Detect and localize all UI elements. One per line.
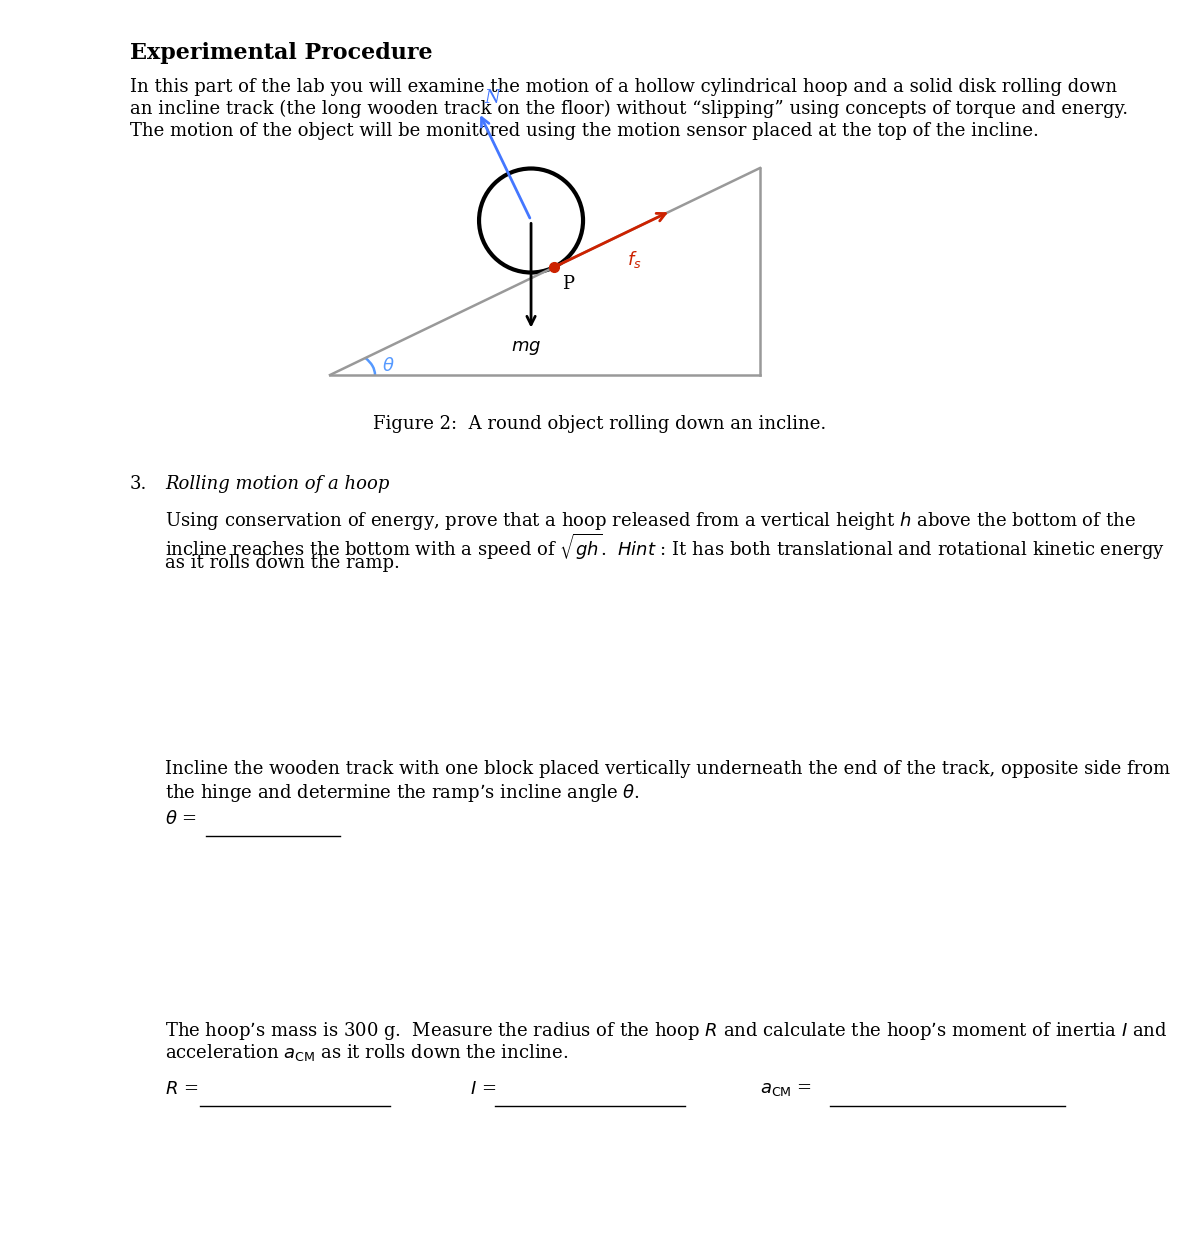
Text: Rolling motion of a hoop: Rolling motion of a hoop	[166, 475, 389, 493]
Text: the hinge and determine the ramp’s incline angle $\theta$.: the hinge and determine the ramp’s incli…	[166, 782, 640, 804]
Text: $mg$: $mg$	[511, 339, 541, 356]
Text: Using conservation of energy, prove that a hoop released from a vertical height : Using conservation of energy, prove that…	[166, 510, 1135, 531]
Text: 3.: 3.	[130, 475, 148, 493]
Text: acceleration $a_{\mathrm{CM}}$ as it rolls down the incline.: acceleration $a_{\mathrm{CM}}$ as it rol…	[166, 1042, 569, 1063]
Text: P: P	[562, 275, 574, 293]
Text: $\theta$ =: $\theta$ =	[166, 810, 197, 829]
Text: Experimental Procedure: Experimental Procedure	[130, 42, 433, 64]
Text: The hoop’s mass is 300 g.  Measure the radius of the hoop $R$ and calculate the : The hoop’s mass is 300 g. Measure the ra…	[166, 1020, 1168, 1042]
Text: $I$ =: $I$ =	[470, 1080, 496, 1099]
Text: $R$ =: $R$ =	[166, 1080, 198, 1099]
Text: $a_{\mathrm{CM}}$ =: $a_{\mathrm{CM}}$ =	[760, 1080, 812, 1099]
Text: $\theta$: $\theta$	[382, 358, 395, 375]
Text: The motion of the object will be monitored using the motion sensor placed at the: The motion of the object will be monitor…	[130, 122, 1039, 141]
Text: N: N	[484, 89, 499, 107]
Text: an incline track (the long wooden track on the floor) without “slipping” using c: an incline track (the long wooden track …	[130, 100, 1128, 118]
Text: $f_s$: $f_s$	[628, 249, 642, 270]
Text: as it rolls down the ramp.: as it rolls down the ramp.	[166, 554, 400, 572]
Text: Figure 2:  A round object rolling down an incline.: Figure 2: A round object rolling down an…	[373, 416, 827, 433]
Text: Incline the wooden track with one block placed vertically underneath the end of : Incline the wooden track with one block …	[166, 760, 1170, 778]
Text: incline reaches the bottom with a speed of $\sqrt{gh}$.  $\mathit{Hint}$ : It ha: incline reaches the bottom with a speed …	[166, 531, 1165, 562]
Text: In this part of the lab you will examine the motion of a hollow cylindrical hoop: In this part of the lab you will examine…	[130, 78, 1117, 96]
